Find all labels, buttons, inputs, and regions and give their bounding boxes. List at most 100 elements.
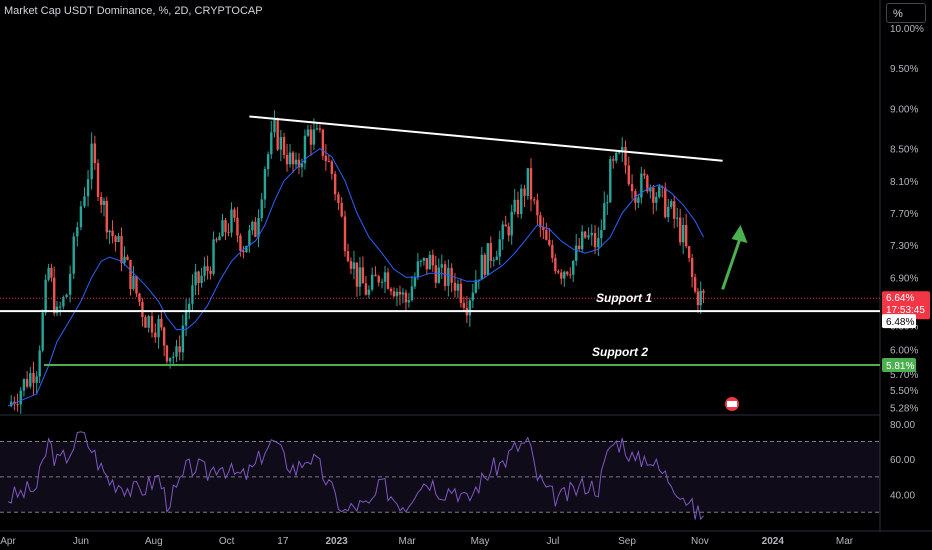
y-tick-label: 5.50%	[890, 386, 918, 397]
candle-body	[44, 279, 47, 313]
candle-body	[523, 188, 526, 196]
candle-body	[254, 221, 257, 237]
candle-body	[191, 285, 194, 304]
candle-body	[181, 325, 185, 353]
current-price-value: 6.64%	[886, 293, 914, 304]
candle-body	[337, 194, 340, 203]
x-tick-label: 17	[277, 536, 289, 547]
candle-body	[114, 236, 117, 242]
candle-body	[321, 129, 325, 156]
candle-body	[377, 276, 380, 283]
candle-body	[111, 230, 114, 237]
candle-body	[218, 236, 221, 241]
candle-body	[587, 235, 590, 238]
candle-body	[655, 196, 658, 203]
candle-body	[477, 279, 481, 281]
candle-body	[386, 272, 390, 289]
candle-body	[486, 243, 489, 275]
x-tick-label: May	[471, 536, 490, 547]
candle-body	[422, 258, 426, 261]
candle-body	[539, 215, 542, 228]
candle-body	[25, 379, 29, 387]
candle-body	[306, 129, 310, 136]
candle-body	[572, 260, 575, 275]
candle-body	[327, 161, 331, 163]
candle-body	[96, 163, 100, 197]
support-1-price-tag	[882, 314, 916, 329]
candle-body	[68, 273, 72, 295]
candle-body	[536, 200, 539, 216]
candle-body	[55, 306, 59, 314]
candle-body	[609, 159, 612, 203]
candle-body	[687, 246, 691, 259]
candle-body	[520, 188, 523, 215]
candle-body	[410, 286, 414, 301]
candle-body	[670, 201, 673, 207]
candle-body	[50, 267, 53, 278]
bullish-arrow-head[interactable]	[731, 225, 748, 244]
candle-body	[615, 152, 618, 161]
candle-body	[157, 318, 160, 338]
support-2-label: Support 2	[592, 345, 648, 359]
candle-body	[65, 294, 68, 298]
candle-body	[419, 260, 423, 262]
current-price-tag	[882, 291, 930, 320]
candle-body	[120, 236, 123, 263]
candle-body	[468, 300, 472, 316]
support-1-label: Support 1	[596, 291, 652, 305]
resistance-trendline[interactable]	[249, 115, 723, 162]
candle-body	[257, 218, 260, 237]
unit-toggle-button[interactable]: %	[886, 3, 926, 23]
x-tick-label: Sep	[618, 536, 636, 547]
candle-body	[230, 209, 233, 233]
bullish-arrow-shaft[interactable]	[721, 236, 742, 290]
support-2-price-value: 5.81%	[886, 361, 914, 372]
candle-body	[693, 277, 697, 292]
y-tick-label: 9.00%	[890, 104, 918, 115]
candle-body	[9, 401, 13, 406]
candle-body	[93, 143, 97, 164]
candle-body	[392, 291, 396, 297]
candle-body	[90, 143, 93, 180]
candle-body	[242, 250, 245, 253]
y-tick-label: 6.00%	[890, 346, 918, 357]
candle-body	[150, 316, 154, 333]
candle-body	[108, 230, 111, 233]
x-tick-label: Jul	[547, 536, 560, 547]
candle-body	[374, 274, 377, 277]
candle-body	[227, 232, 230, 234]
candle-body	[593, 232, 597, 248]
candle-body	[575, 245, 578, 261]
candle-body	[554, 258, 557, 272]
candle-body	[504, 224, 507, 227]
candle-body	[676, 217, 679, 219]
candle-body	[606, 202, 609, 204]
candle-body	[483, 254, 487, 275]
y-tick-label: 10.00%	[890, 24, 924, 35]
candle-body	[266, 154, 270, 170]
candle-body	[643, 173, 646, 176]
candle-body	[29, 372, 32, 387]
candle-body	[462, 302, 466, 308]
candle-body	[658, 186, 661, 197]
x-tick-label: Nov	[691, 536, 709, 547]
candle-body	[667, 206, 670, 218]
candle-body	[263, 169, 267, 200]
candle-body	[194, 271, 197, 286]
y-tick-label: 6.90%	[890, 273, 918, 284]
candle-body	[447, 267, 450, 286]
candle-body	[416, 261, 420, 278]
candle-body	[102, 200, 106, 205]
candle-body	[516, 199, 520, 215]
candle-body	[583, 231, 587, 238]
candle-body	[566, 271, 569, 275]
candle-body	[294, 159, 298, 165]
candle-body	[364, 283, 368, 295]
y-tick-label: 8.10%	[890, 177, 918, 188]
candle-body	[212, 239, 215, 274]
candle-body	[224, 220, 227, 233]
candle-body	[434, 265, 438, 283]
candle-body	[144, 317, 147, 328]
candle-body	[443, 264, 447, 286]
